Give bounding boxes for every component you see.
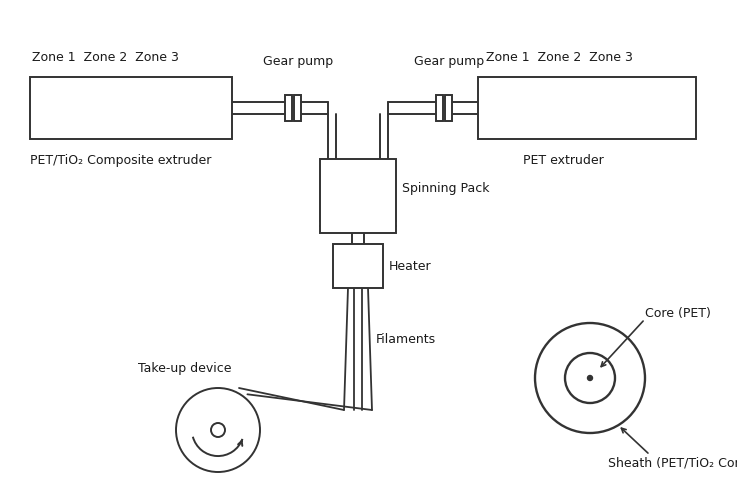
Circle shape [587,376,593,381]
Text: Gear pump: Gear pump [263,55,333,68]
Bar [30,78,232,140]
Text: Heater: Heater [389,260,432,273]
Bar [285,96,292,122]
Text: PET extruder: PET extruder [523,154,604,167]
Text: Core (PET): Core (PET) [645,307,711,320]
Text: PET/TiO₂ Composite extruder: PET/TiO₂ Composite extruder [30,154,212,167]
Text: Zone 1  Zone 2  Zone 3: Zone 1 Zone 2 Zone 3 [486,51,633,64]
Text: Sheath (PET/TiO₂ Composite): Sheath (PET/TiO₂ Composite) [608,457,737,469]
Bar [478,78,696,140]
Bar [436,96,443,122]
Text: Zone 1  Zone 2  Zone 3: Zone 1 Zone 2 Zone 3 [32,51,179,64]
Bar [320,160,396,234]
Text: Gear pump: Gear pump [414,55,484,68]
Bar [333,244,383,288]
Text: Filaments: Filaments [376,333,436,346]
Text: Take-up device: Take-up device [138,362,231,375]
Text: Spinning Pack: Spinning Pack [402,182,489,195]
Bar [445,96,452,122]
Bar [294,96,301,122]
